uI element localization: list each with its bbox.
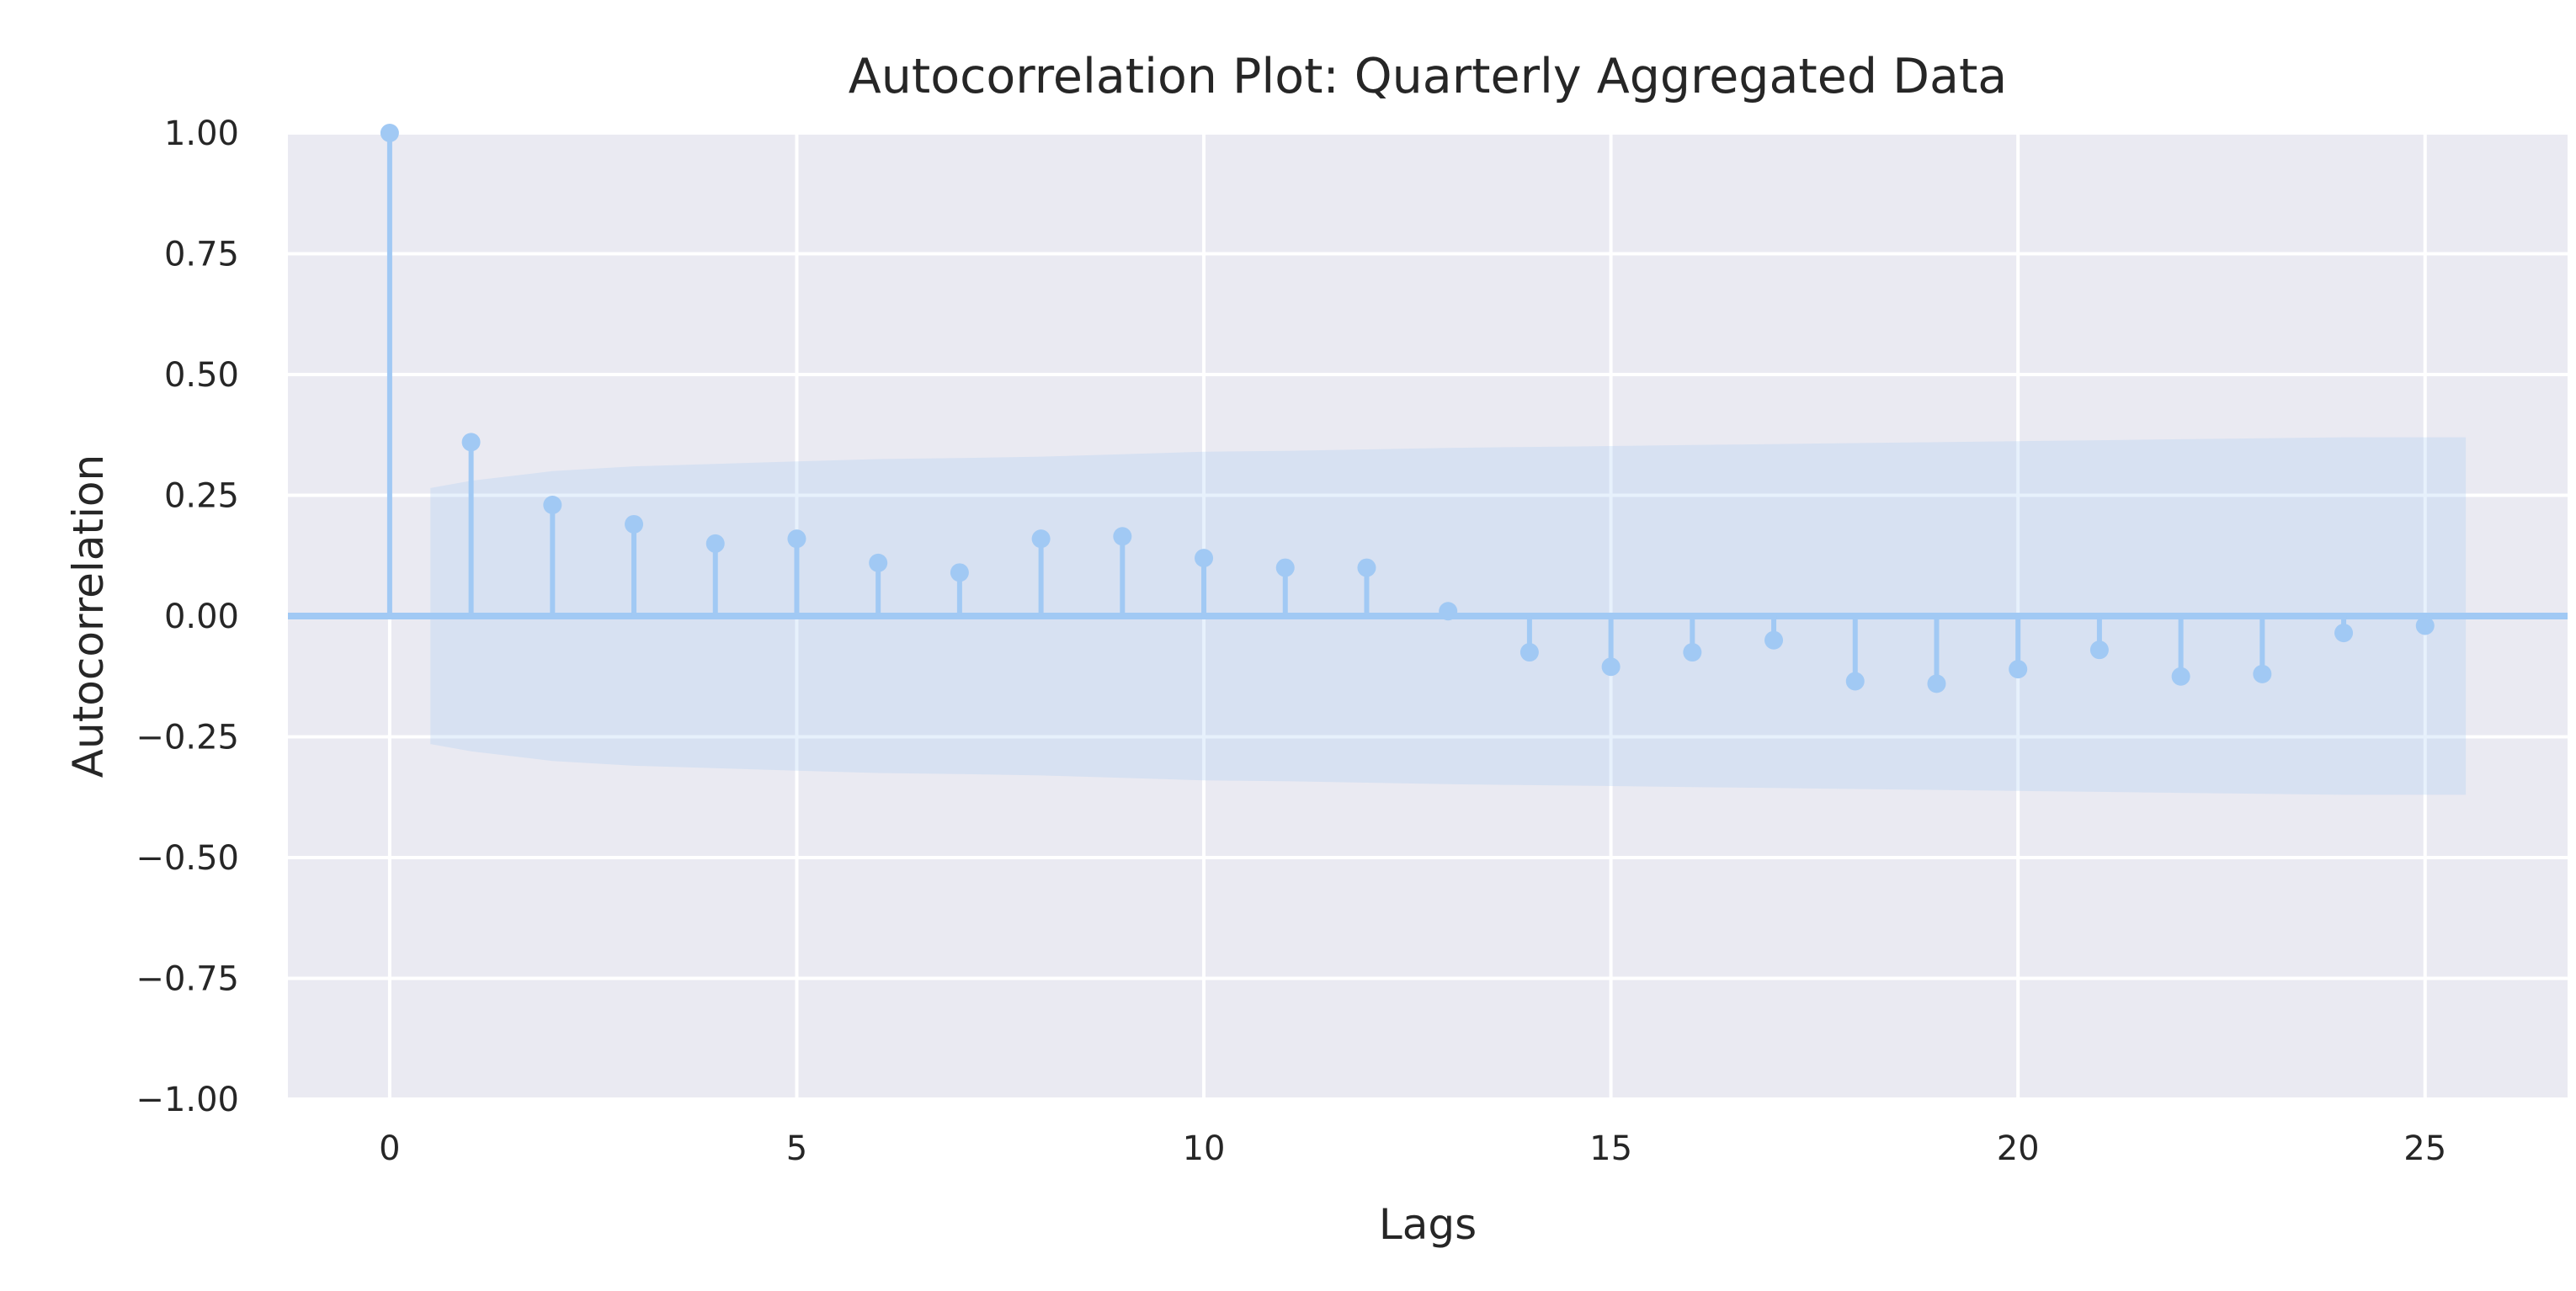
x-tick-label: 5 — [786, 1129, 807, 1168]
stem-marker-lag-4 — [705, 534, 725, 553]
x-tick-label: 20 — [1997, 1129, 2040, 1168]
stem-marker-lag-13 — [1439, 602, 1458, 621]
stem-marker-lag-24 — [2334, 624, 2354, 643]
stem-marker-lag-19 — [1927, 674, 1946, 693]
stem-marker-lag-5 — [787, 529, 806, 549]
stem-marker-lag-25 — [2415, 616, 2435, 635]
stem-marker-lag-10 — [1195, 549, 1214, 568]
y-axis-label: Autocorrelation — [64, 454, 113, 778]
y-tick-labels: 1.00 0.75 0.50 0.25 0.00 −0.25 −0.50 −0.75 −1.00 — [136, 114, 239, 1119]
y-tick-label: −0.25 — [136, 719, 239, 757]
x-tick-label: 10 — [1183, 1129, 1226, 1168]
y-tick-label: 0.00 — [164, 598, 239, 636]
x-tick-label: 15 — [1589, 1129, 1632, 1168]
stem-marker-lag-6 — [869, 553, 888, 572]
stem-marker-lag-3 — [625, 514, 644, 534]
stem-marker-lag-7 — [950, 563, 969, 582]
y-tick-label: −0.50 — [136, 839, 239, 878]
stem-marker-lag-23 — [2253, 664, 2272, 683]
stem-marker-lag-15 — [1601, 657, 1621, 677]
stem-marker-lag-1 — [461, 433, 481, 452]
x-axis-label: Lags — [1379, 1200, 1477, 1249]
stem-marker-lag-2 — [543, 495, 562, 514]
stem-marker-lag-8 — [1031, 529, 1051, 549]
y-tick-label: 0.25 — [164, 477, 239, 516]
stem-marker-lag-16 — [1683, 643, 1702, 662]
stem-marker-lag-11 — [1275, 558, 1295, 577]
y-tick-label: 1.00 — [164, 114, 239, 153]
x-tick-labels: 0 5 10 15 20 25 — [379, 1129, 2446, 1168]
stem-marker-lag-18 — [1845, 672, 1865, 691]
x-tick-label: 0 — [379, 1129, 400, 1168]
y-tick-label: −1.00 — [136, 1081, 239, 1119]
stem-marker-lag-14 — [1520, 643, 1539, 662]
stem-marker-lag-9 — [1113, 527, 1132, 546]
y-tick-label: −0.75 — [136, 960, 239, 999]
stem-marker-lag-12 — [1357, 558, 1376, 577]
stems — [380, 124, 2435, 693]
y-tick-label: 0.75 — [164, 236, 239, 274]
stem-marker-lag-17 — [1764, 630, 1784, 650]
y-tick-label: 0.50 — [164, 356, 239, 395]
stem-marker-lag-0 — [380, 124, 399, 142]
chart-title: Autocorrelation Plot: Quarterly Aggregat… — [849, 49, 2008, 104]
x-tick-label: 25 — [2403, 1129, 2446, 1168]
stem-marker-lag-20 — [2009, 660, 2028, 679]
stem-marker-lag-22 — [2171, 667, 2190, 686]
stem-marker-lag-21 — [2089, 640, 2109, 660]
